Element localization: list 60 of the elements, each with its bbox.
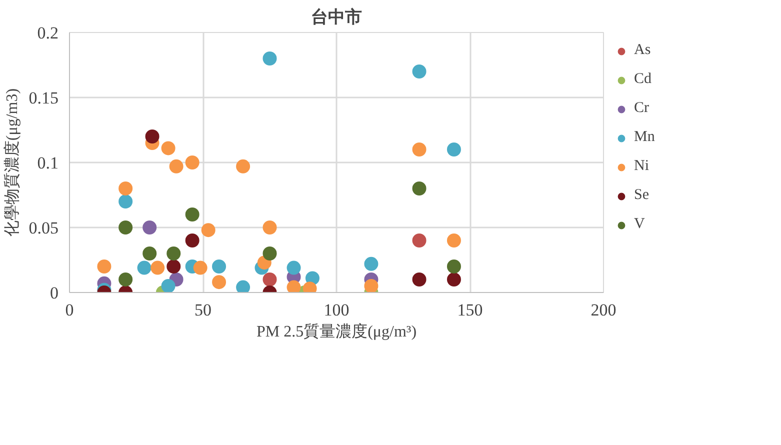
point: [412, 272, 426, 286]
x-tick-label: 150: [457, 300, 483, 320]
legend-label: V: [634, 216, 646, 233]
y-tick-label: 0.2: [37, 24, 58, 42]
point: [97, 260, 112, 274]
legend-label: Ni: [634, 158, 650, 175]
point: [185, 234, 200, 248]
point: [161, 141, 176, 156]
x-axis-title: PM 2.5質量濃度(μg/m³): [256, 322, 417, 340]
point: [145, 130, 160, 144]
point: [161, 279, 176, 292]
point: [412, 64, 426, 78]
x-tick-label: 0: [65, 300, 74, 320]
point: [236, 159, 250, 174]
point: [212, 275, 226, 290]
point: [118, 272, 133, 286]
point: [142, 246, 157, 260]
legend-label: Cr: [634, 100, 650, 117]
point: [137, 260, 152, 275]
y-axis-title: 化學物質濃度(μg/m3): [2, 88, 21, 237]
point: [262, 272, 277, 286]
point: [286, 280, 301, 292]
point: [446, 234, 461, 248]
point: [446, 142, 461, 156]
point: [412, 142, 426, 156]
point: [169, 159, 184, 174]
point: [412, 234, 426, 248]
point: [118, 220, 133, 234]
legend-label: Se: [634, 187, 650, 204]
y-tick-label: 0.15: [28, 88, 58, 108]
legend-label: Cd: [634, 71, 653, 88]
point: [142, 220, 157, 234]
point: [212, 260, 226, 274]
point: [262, 52, 277, 66]
point: [262, 220, 277, 234]
legend-label: Mn: [634, 129, 655, 146]
y-tick-label: 0: [50, 284, 58, 302]
x-tick-label: 200: [590, 300, 616, 320]
point: [185, 156, 200, 170]
point: [201, 223, 216, 238]
point: [364, 256, 378, 271]
point: [193, 260, 208, 275]
point: [118, 194, 133, 208]
point: [118, 182, 133, 196]
point: [185, 208, 200, 222]
legend-label: As: [634, 42, 652, 59]
point: [412, 182, 426, 196]
point: [150, 260, 165, 275]
x-tick-label: 100: [324, 300, 350, 320]
point: [262, 246, 277, 260]
chart-title: 台中市: [311, 8, 362, 28]
y-tick-label: 0.1: [37, 154, 58, 172]
y-tick-label: 0.05: [28, 218, 58, 238]
point: [236, 280, 250, 292]
x-tick-label: 50: [194, 300, 212, 320]
point: [286, 260, 301, 275]
point: [166, 260, 181, 274]
point: [446, 272, 461, 286]
point: [446, 260, 461, 274]
point: [166, 246, 181, 260]
